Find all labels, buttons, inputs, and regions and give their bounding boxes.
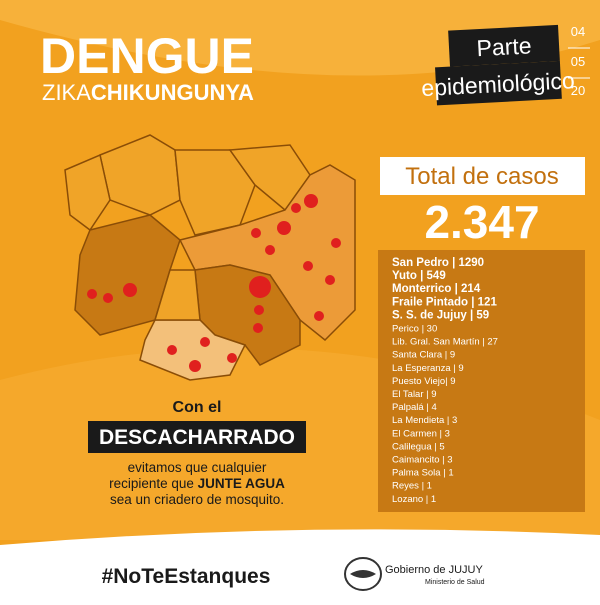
message-line: sea un criadero de mosquito.	[110, 492, 284, 507]
dot	[277, 221, 291, 235]
dot	[189, 360, 201, 372]
message-highlight: DESCACHARRADO	[99, 426, 295, 449]
hashtag: #NoTeEstanques	[102, 565, 271, 588]
dot	[331, 238, 341, 248]
list-item: Perico | 30	[392, 324, 437, 335]
list-item: Caimancito | 3	[392, 455, 453, 466]
case-dots	[87, 194, 341, 372]
list-item: Palma Sola | 1	[392, 468, 454, 479]
dot	[249, 276, 271, 298]
list-item: La Esperanza | 9	[392, 363, 464, 374]
list-item: El Carmen | 3	[392, 428, 450, 439]
dot	[253, 323, 263, 333]
date-part: 20	[571, 83, 585, 98]
badge-line: Parte	[476, 32, 532, 61]
logo-hands	[350, 570, 376, 578]
list-item: Palpalá | 4	[392, 402, 437, 413]
date: 04 05 20	[568, 24, 590, 98]
badge-box	[435, 60, 562, 106]
list-item: Calilegua | 5	[392, 441, 445, 452]
subtitle: ZIKACHIKUNGUNYA	[42, 80, 254, 105]
message-text: recipiente que	[109, 476, 198, 491]
subtitle-light: ZIKA	[42, 80, 91, 105]
message-line: recipiente que JUNTE AGUA	[109, 476, 285, 491]
region	[139, 319, 247, 381]
list-item: La Mendieta | 3	[392, 415, 457, 426]
total-label-box	[380, 157, 585, 195]
list-item: Yuto | 549	[392, 270, 446, 282]
list-item: Reyes | 1	[392, 481, 432, 492]
report-badge: Parte epidemiológico	[421, 24, 575, 106]
dot	[251, 228, 261, 238]
dot	[200, 337, 210, 347]
title: DENGUE	[40, 28, 254, 84]
region	[153, 269, 201, 321]
list-item: El Talar | 9	[392, 389, 437, 400]
badge-box	[448, 24, 560, 67]
list-item: Lib. Gral. San Martín | 27	[392, 337, 498, 348]
list-item: S. S. de Jujuy | 59	[392, 309, 489, 321]
dot	[103, 293, 113, 303]
dot	[227, 353, 237, 363]
map	[64, 134, 356, 381]
total-label: Total de casos	[405, 163, 558, 190]
total-value: 2.347	[424, 196, 539, 248]
message-line: evitamos que cualquier	[128, 460, 267, 475]
list-item: San Pedro | 1290	[392, 257, 484, 269]
highlight-box	[88, 421, 306, 453]
footer-band	[0, 529, 600, 600]
logo: Gobierno de JUJUY Ministerio de Salud	[344, 557, 485, 591]
dot	[167, 345, 177, 355]
list-item: Lozano | 1	[392, 494, 436, 505]
dot	[123, 283, 137, 297]
list-item: Monterrico | 214	[392, 283, 481, 295]
dot	[87, 289, 97, 299]
list-panel	[378, 250, 585, 512]
region	[64, 153, 111, 232]
message-intro: Con el	[173, 399, 222, 416]
ministry: Ministerio de Salud	[425, 579, 485, 586]
subtitle-bold: CHIKUNGUNYA	[91, 80, 254, 105]
list-item: Puesto Viejo| 9	[392, 376, 456, 387]
logo-emblem	[344, 557, 382, 591]
message-emphasis: JUNTE AGUA	[198, 476, 286, 491]
date-part: 05	[571, 54, 585, 69]
date-part: 04	[571, 24, 585, 39]
dot	[254, 305, 264, 315]
dot	[265, 245, 275, 255]
dot	[303, 261, 313, 271]
org-name: Gobierno de JUJUY	[385, 564, 483, 576]
list-item: Fraile Pintado | 121	[392, 296, 497, 308]
dot	[314, 311, 324, 321]
dot	[325, 275, 335, 285]
dot	[291, 203, 301, 213]
dot	[304, 194, 318, 208]
list-item: Santa Clara | 9	[392, 350, 455, 361]
